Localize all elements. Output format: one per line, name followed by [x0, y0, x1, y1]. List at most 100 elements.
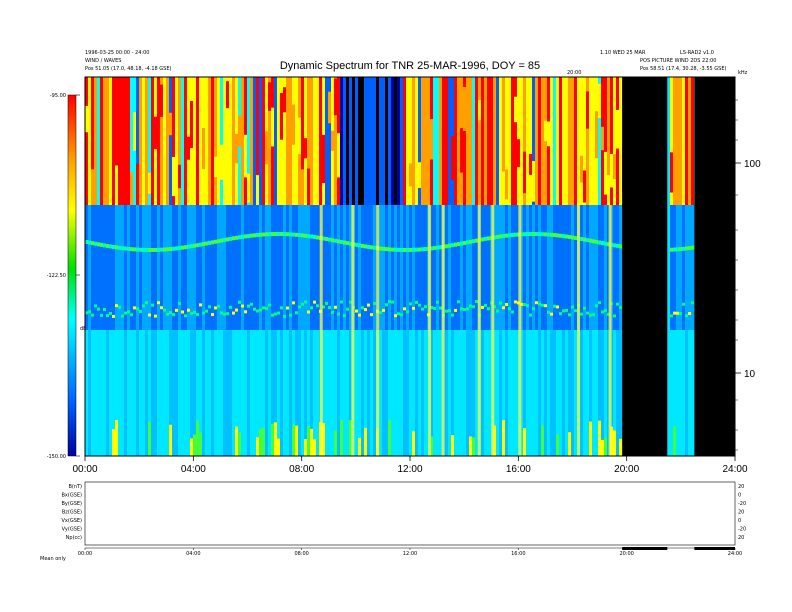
spectrogram-cell [175, 77, 178, 205]
spectrogram-cell [130, 77, 133, 205]
spectrogram-cell [592, 313, 595, 317]
spectrogram-cell [313, 205, 316, 330]
spectrogram-cell [100, 205, 103, 330]
header-right-line-4: Pos 58.51 (17.4, 30.28, -3.55 GSE) [640, 66, 726, 72]
spectrogram-cell [502, 171, 505, 217]
spectrogram-cell [526, 232, 529, 237]
spectrogram-cell [445, 205, 448, 330]
spectrogram-cell [253, 330, 256, 456]
spectrogram-cell [682, 330, 685, 456]
spectrogram-cell [433, 77, 436, 205]
spectrogram-cell [130, 330, 133, 456]
spectrogram-cell [94, 205, 97, 330]
spectrogram-cell [478, 99, 481, 121]
spectrogram-cell [172, 246, 175, 251]
spectrogram-cell [481, 77, 484, 205]
spectrogram-cell [583, 330, 586, 456]
spectrogram-cell [508, 330, 511, 456]
spectrogram-cell [85, 77, 88, 205]
spectrogram-cell [262, 155, 265, 201]
spectrogram-cell [259, 77, 262, 205]
spectrogram-cell [292, 232, 295, 237]
spectrogram-cell [586, 205, 589, 330]
spectrogram-cell [331, 238, 334, 243]
spectrogram-cell [496, 234, 499, 239]
spectrogram-cell [286, 205, 289, 330]
spectrogram-cell [589, 77, 592, 205]
spectrogram-cell [91, 77, 94, 205]
spectrogram-cell [181, 77, 184, 205]
spectrogram-cell [685, 330, 688, 456]
spectrogram-cell [412, 205, 415, 330]
spectrogram-cell [592, 205, 595, 330]
spectrogram-cell [529, 205, 532, 330]
spectrogram-cell [550, 312, 553, 316]
spectrogram-cell [538, 330, 541, 456]
spectrogram-cell [682, 77, 685, 205]
spectrogram-cell [553, 304, 556, 308]
spectrogram-cell [574, 309, 577, 313]
burst-streak [376, 205, 380, 456]
spectrogram-cell [595, 111, 598, 159]
spectrogram-cell [289, 77, 292, 205]
spectrogram-cell [352, 77, 355, 205]
spectrogram-cell [529, 153, 532, 175]
spectrogram-cell [304, 300, 307, 304]
spectrogram-cell [283, 205, 286, 330]
spectrogram-cell [373, 330, 376, 456]
spectrogram-cell [511, 233, 514, 238]
spectrogram-cell [523, 151, 526, 194]
spectrogram-cell [178, 164, 181, 189]
spectrogram-cell [541, 425, 544, 456]
spectrogram-cell [610, 77, 613, 205]
spectrogram-cell [349, 420, 352, 456]
spectrogram-cell [232, 311, 235, 315]
spectrogram-cell [499, 205, 502, 330]
spectrogram-cell [421, 77, 424, 205]
spectrogram-cell [373, 245, 376, 250]
spectrogram-cell [289, 313, 292, 317]
spectrogram-cell [679, 247, 682, 252]
spectrogram-cell [325, 205, 328, 330]
spectrogram-cell [232, 236, 235, 241]
spectrogram-cell [550, 77, 553, 205]
spectrogram-cell [322, 305, 325, 309]
spectrogram-cell [520, 205, 523, 330]
spectrogram-cell [451, 435, 454, 456]
spectrogram-cell [346, 307, 349, 311]
spectrogram-cell [346, 241, 349, 246]
trace-time-label: 24:00 [728, 551, 742, 557]
spectrogram-cell [250, 233, 253, 238]
spectrogram-cell [505, 205, 508, 330]
spectrogram-cell [124, 77, 127, 205]
spectrogram-cell [313, 439, 316, 456]
spectrogram-cell [343, 77, 346, 205]
spectrogram-cell [406, 136, 409, 173]
spectrogram-cell [103, 330, 106, 456]
spectrogram-cell [481, 176, 484, 227]
spectrogram-cell [541, 77, 544, 205]
spectrogram-cell [496, 309, 499, 313]
spectrogram-cell [613, 154, 616, 180]
spectrogram-cell [118, 330, 121, 456]
spectrogram-cell [301, 205, 304, 330]
spectrogram-cell [190, 244, 193, 249]
spectrogram-cell [604, 241, 607, 246]
spectrogram-cell [136, 205, 139, 330]
spectrogram-cell [523, 303, 526, 307]
colorbar [67, 94, 77, 457]
spectrogram-cell [682, 205, 685, 330]
spectrogram-cell [349, 205, 352, 330]
spectrogram-cell [178, 330, 181, 456]
spectrogram-cell [481, 305, 484, 309]
spectrogram-cell [493, 425, 496, 456]
spectrogram-cell [304, 205, 307, 330]
spectrogram-cell [178, 246, 181, 251]
spectrogram-cell [328, 77, 331, 205]
spectrogram-cell [448, 77, 451, 205]
spectrogram-cell [220, 238, 223, 243]
spectrogram-cell [370, 330, 373, 456]
spectrogram-cell [589, 421, 592, 456]
x-tick-label: 08:00 [289, 464, 314, 475]
spectrogram-cell [370, 245, 373, 250]
